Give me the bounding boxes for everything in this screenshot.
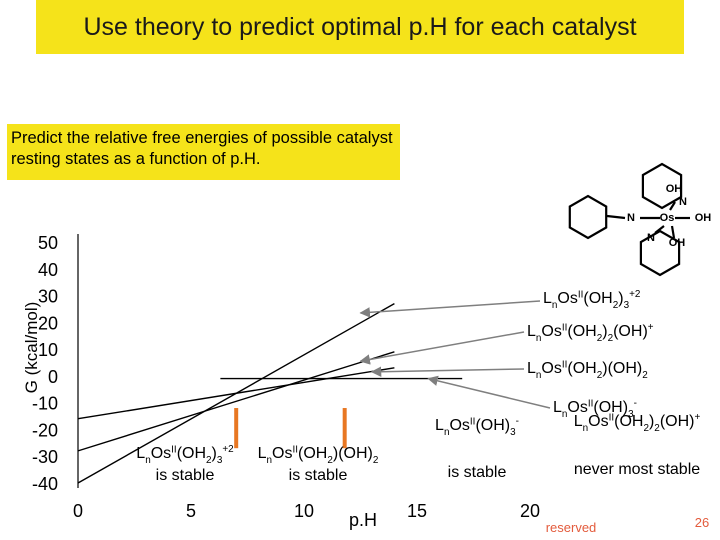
pointer-arrow: [427, 375, 551, 409]
series-line: [77, 367, 395, 420]
bond-line: [670, 225, 676, 239]
atom-label: OH: [669, 237, 686, 249]
footer-text: reserved: [546, 520, 597, 535]
slide-title: Use theory to predict optimal p.H for ea…: [83, 12, 637, 41]
y-tick-label: 50: [38, 233, 58, 253]
atom-label: OH: [666, 183, 683, 195]
atom-label: N: [647, 232, 655, 244]
bond-line: [669, 201, 676, 211]
series-annotation: LnOsII(OH2)3+2: [543, 289, 641, 311]
y-tick-label: 0: [48, 367, 58, 387]
series-annotation: LnOsII(OH2)(OH)2: [527, 359, 648, 380]
bond-line: [654, 225, 665, 234]
region-label-caption: is stable: [448, 464, 507, 481]
x-tick-label: 5: [186, 501, 196, 521]
slide-title-box: Use theory to predict optimal p.H for ea…: [36, 0, 684, 54]
x-tick-label: 10: [294, 501, 314, 521]
pyridine-ring: [639, 229, 681, 277]
x-tick-label: 15: [407, 501, 427, 521]
pointer-arrow: [370, 366, 525, 377]
atom-label: N: [627, 212, 635, 224]
region-label-formula: LnOsII(OH2)3+2: [136, 444, 234, 466]
region-label-caption: is stable: [156, 467, 215, 484]
x-tick-label: 20: [520, 501, 540, 521]
region-label-caption: is stable: [289, 467, 348, 484]
region-label-formula: LnOsII(OH)3-: [435, 416, 519, 438]
note-text: Predict the relative free energies of po…: [11, 129, 393, 168]
atom-label: OH: [695, 212, 712, 224]
region-label-formula: LnOsII(OH2)(OH)2: [258, 444, 379, 465]
x-axis-label: p.H: [349, 510, 377, 530]
series-line: [77, 351, 395, 452]
y-tick-label: -10: [32, 394, 58, 414]
region-label-formula: LnOsII(OH2)2(OH)+: [574, 412, 701, 434]
page-number: 26: [695, 515, 709, 530]
y-axis-label: G (kcal/mol): [22, 302, 41, 394]
y-tick-label: 40: [38, 260, 58, 280]
atom-label: N: [679, 196, 687, 208]
bond-line: [606, 214, 626, 220]
note-box: Predict the relative free energies of po…: [7, 124, 400, 180]
y-tick-label: -40: [32, 474, 58, 494]
pyridine-ring: [641, 162, 683, 210]
y-tick-label: 30: [38, 287, 58, 307]
y-tick-label: -30: [32, 447, 58, 467]
atom-label: Os: [660, 212, 675, 224]
x-tick-label: 0: [73, 501, 83, 521]
y-tick-label: 10: [38, 340, 58, 360]
y-tick-label: -20: [32, 420, 58, 440]
pointer-arrow: [359, 331, 525, 365]
pyridine-ring: [568, 194, 608, 240]
pointer-arrow: [359, 300, 541, 318]
y-tick-label: 20: [38, 313, 58, 333]
series-annotation: LnOsII(OH)3-: [553, 398, 637, 420]
series-annotation: LnOsII(OH2)2(OH)+: [527, 322, 654, 344]
region-label-caption: never most stable: [574, 461, 700, 478]
